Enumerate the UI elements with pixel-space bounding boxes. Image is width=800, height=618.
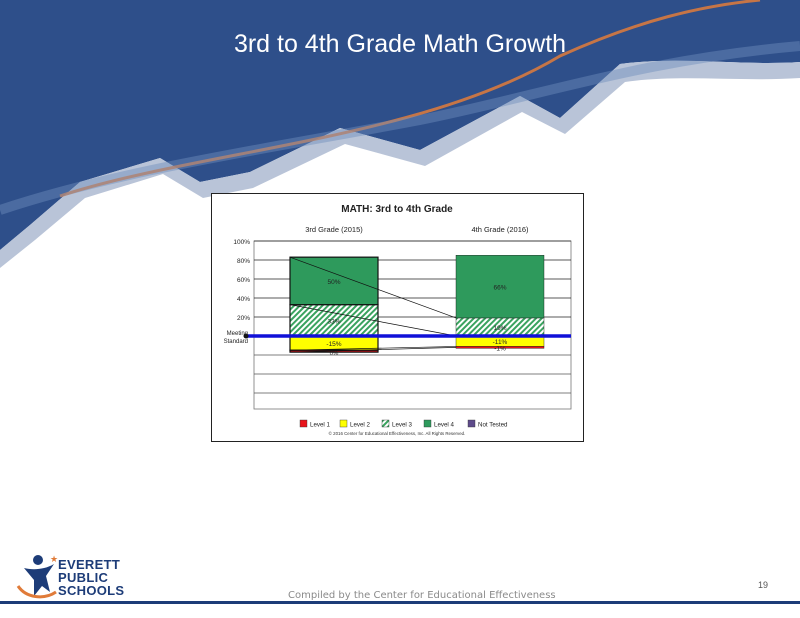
legend-label: Level 2 [350,422,371,429]
growth-connector [289,346,457,351]
footer-rule [0,601,800,604]
bar-level-3 [289,304,379,337]
legend-swatch [339,419,348,428]
banner-light-band [0,60,800,268]
growth-chart: MATH: 3rd to 4th Grade 100% 80% 60% 40% 20% 3r… [224,204,572,436]
data-label: -1% [494,345,506,352]
reference-line-label: Meeting [227,331,248,337]
district-logo: ★ EVERETT PUBLIC SCHOOLS [16,552,146,602]
chart-container: MATH: 3rd to 4th Grade 100% 80% 60% 40% 20% 3r… [211,193,584,442]
growth-connector [289,256,457,319]
legend-swatch [381,419,390,428]
category-label: 4th Grade (2016) [471,225,529,234]
data-label: -15% [326,341,341,348]
data-label: 19% [493,325,506,332]
growth-connector [289,304,457,337]
category-label: 3rd Grade (2015) [305,225,363,234]
y-tick-label: 60% [237,277,250,284]
legend-swatch [299,419,308,428]
data-label: 0% [330,351,339,357]
reference-line-label: Standard [224,339,248,345]
y-tick-label: 80% [237,258,250,265]
data-label: -11% [493,339,508,346]
logo-line-2: PUBLIC [58,570,109,585]
person-logo-icon: ★ [16,555,58,599]
legend-label: Level 4 [434,422,455,429]
page-number: 19 [758,580,769,590]
y-tick-label: 100% [233,239,250,246]
logo-line-1: EVERETT [58,557,121,572]
legend-label: Level 1 [310,422,331,429]
data-label: 66% [493,285,506,292]
slide-title: 3rd to 4th Grade Math Growth [233,30,567,58]
growth-connector [289,347,457,353]
legend-swatch [423,419,432,428]
bar-level-4 [289,256,379,306]
meeting-standard-marker [243,333,249,339]
data-label: 33% [327,318,340,325]
legend-label: Level 3 [392,422,413,429]
logo-line-3: SCHOOLS [58,583,125,598]
banner-accent-curve [59,0,761,198]
y-tick-label: 20% [237,315,250,322]
banner-highlight-curve [0,41,800,215]
y-tick-label: 40% [237,296,250,303]
svg-text:★: ★ [50,555,58,565]
legend-label: Not Tested [478,422,508,429]
legend-swatch [467,419,476,428]
chart-title: MATH: 3rd to 4th Grade [341,204,453,215]
footer-credit: Compiled by the Center for Educational E… [288,590,556,601]
banner-band [0,0,800,250]
data-label: 50% [327,279,340,286]
chart-copyright: © 2016 Center for Educational Effectiven… [329,431,466,436]
bar-level-4 [455,255,545,319]
